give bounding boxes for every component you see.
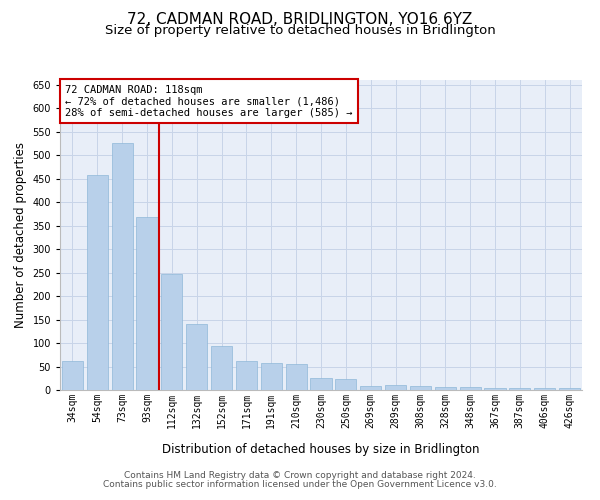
Bar [385,386,406,390]
Bar [261,363,282,390]
Bar [484,388,506,390]
Bar [112,144,133,390]
Bar [435,387,456,390]
Bar [534,388,555,390]
Bar [87,175,108,390]
Text: 72 CADMAN ROAD: 118sqm
← 72% of detached houses are smaller (1,486)
28% of semi-: 72 CADMAN ROAD: 118sqm ← 72% of detached… [65,84,353,118]
Bar [286,364,307,390]
Bar [360,386,381,390]
Bar [559,388,580,390]
Text: 72, CADMAN ROAD, BRIDLINGTON, YO16 6YZ: 72, CADMAN ROAD, BRIDLINGTON, YO16 6YZ [127,12,473,28]
Bar [509,388,530,390]
Bar [136,217,158,390]
Text: Contains HM Land Registry data © Crown copyright and database right 2024.: Contains HM Land Registry data © Crown c… [124,471,476,480]
Bar [310,378,332,390]
Bar [410,386,431,390]
Bar [186,324,207,390]
Bar [460,387,481,390]
Bar [335,379,356,390]
Bar [161,274,182,390]
Bar [236,362,257,390]
Bar [62,361,83,390]
Text: Distribution of detached houses by size in Bridlington: Distribution of detached houses by size … [162,442,480,456]
Text: Size of property relative to detached houses in Bridlington: Size of property relative to detached ho… [104,24,496,37]
Bar [211,346,232,390]
Y-axis label: Number of detached properties: Number of detached properties [14,142,27,328]
Text: Contains public sector information licensed under the Open Government Licence v3: Contains public sector information licen… [103,480,497,489]
